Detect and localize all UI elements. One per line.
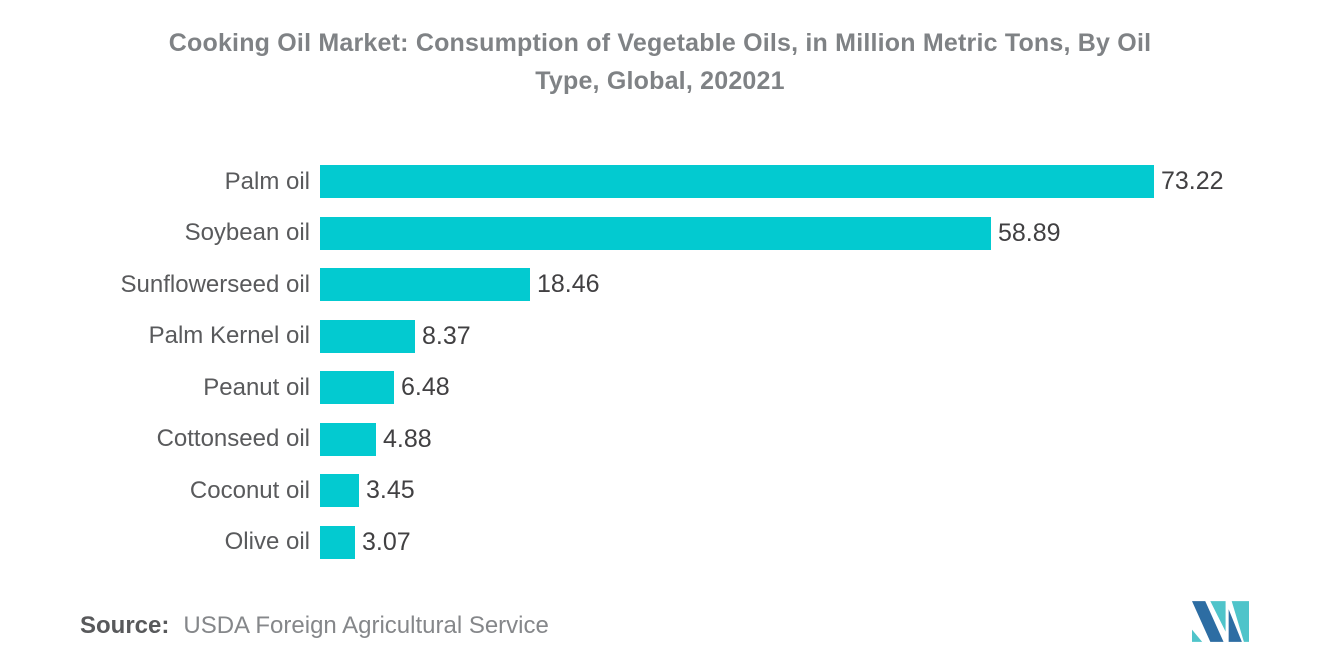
bar-row: Cottonseed oil 4.88 bbox=[0, 414, 1320, 466]
bar-row: Soybean oil 58.89 bbox=[0, 208, 1320, 260]
bar-track: 3.07 bbox=[320, 517, 1320, 569]
value-label: 3.07 bbox=[362, 527, 411, 556]
logo-middle-teal-triangle bbox=[1210, 601, 1226, 632]
category-label: Sunflowerseed oil bbox=[120, 270, 310, 298]
bar-track: 73.22 bbox=[320, 156, 1320, 208]
logo-right-teal-band bbox=[1231, 601, 1249, 642]
category-label: Olive oil bbox=[224, 528, 310, 556]
value-label: 3.45 bbox=[366, 476, 415, 505]
bar-row: Sunflowerseed oil 18.46 bbox=[0, 259, 1320, 311]
bar bbox=[320, 525, 355, 559]
category-label: Soybean oil bbox=[184, 219, 310, 247]
value-label: 73.22 bbox=[1161, 167, 1224, 196]
category-label: Peanut oil bbox=[203, 373, 310, 401]
bar-track: 18.46 bbox=[320, 259, 1320, 311]
chart-title: Cooking Oil Market: Consumption of Veget… bbox=[168, 29, 1152, 95]
bar-track: 6.48 bbox=[320, 362, 1320, 414]
value-label: 6.48 bbox=[401, 373, 450, 402]
logo-left-blue-stroke bbox=[1192, 601, 1224, 642]
bar-track: 3.45 bbox=[320, 465, 1320, 517]
value-label: 8.37 bbox=[422, 321, 471, 350]
bar-row: Coconut oil 3.45 bbox=[0, 465, 1320, 517]
bar bbox=[320, 371, 394, 405]
category-label: Coconut oil bbox=[189, 476, 310, 504]
bar bbox=[320, 165, 1154, 199]
mordor-intelligence-logo-icon bbox=[1192, 601, 1249, 642]
bar-track: 58.89 bbox=[320, 208, 1320, 260]
bar bbox=[320, 474, 359, 508]
bar-row: Olive oil 3.07 bbox=[0, 517, 1320, 569]
bar-chart: Palm oil 73.22 Soybean oil 58.89 Sunflowerse… bbox=[0, 156, 1320, 568]
bar bbox=[320, 319, 415, 353]
bar-row: Palm Kernel oil 8.37 bbox=[0, 311, 1320, 363]
source-text: USDA Foreign Agricultural Service bbox=[183, 612, 549, 639]
source-row: Source: USDA Foreign Agricultural Servic… bbox=[80, 612, 549, 640]
bar bbox=[320, 422, 376, 456]
bar-row: Peanut oil 6.48 bbox=[0, 362, 1320, 414]
value-label: 4.88 bbox=[383, 424, 432, 453]
value-label: 58.89 bbox=[998, 218, 1061, 247]
category-label: Palm oil bbox=[224, 167, 310, 195]
logo-left-teal-wedge bbox=[1192, 629, 1203, 642]
category-label: Cottonseed oil bbox=[156, 425, 310, 453]
bar bbox=[320, 268, 530, 302]
bar bbox=[320, 216, 991, 250]
bar-row: Palm oil 73.22 bbox=[0, 156, 1320, 208]
value-label: 18.46 bbox=[537, 270, 600, 299]
source-label: Source: bbox=[80, 612, 170, 639]
bar-track: 8.37 bbox=[320, 311, 1320, 363]
bar-rows: Palm oil 73.22 Soybean oil 58.89 Sunflowerse… bbox=[0, 156, 1320, 568]
category-label: Palm Kernel oil bbox=[148, 322, 310, 350]
bar-track: 4.88 bbox=[320, 414, 1320, 466]
